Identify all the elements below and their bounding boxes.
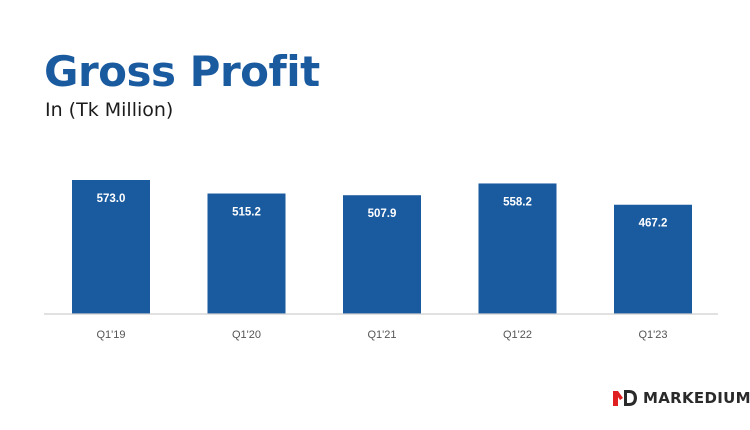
x-tick-label-0: Q1'19 [96, 329, 125, 341]
bar-value-label-0: 573.0 [97, 193, 126, 205]
bar-value-label-2: 507.9 [368, 208, 397, 220]
x-tick-label-2: Q1'21 [367, 329, 396, 341]
bar-value-label-4: 467.2 [639, 218, 668, 230]
bar-value-label-3: 558.2 [503, 196, 532, 208]
brand-logo: MARKEDIUM [612, 386, 750, 410]
x-tick-label-3: Q1'22 [503, 329, 532, 341]
bar-0 [72, 180, 150, 314]
markedium-logo-icon [613, 390, 637, 406]
bar-1 [207, 193, 286, 314]
bar-value-label-1: 515.2 [232, 207, 261, 219]
x-tick-label-1: Q1'20 [232, 329, 261, 341]
chart-subtitle: In (Tk Million) [45, 99, 174, 121]
chart-title: Gross Profit [44, 47, 320, 96]
brand-name: MARKEDIUM [643, 389, 750, 407]
bar-2 [343, 195, 421, 314]
x-tick-label-4: Q1'23 [638, 329, 667, 341]
bar-3 [478, 183, 557, 314]
bar-4 [614, 204, 692, 314]
